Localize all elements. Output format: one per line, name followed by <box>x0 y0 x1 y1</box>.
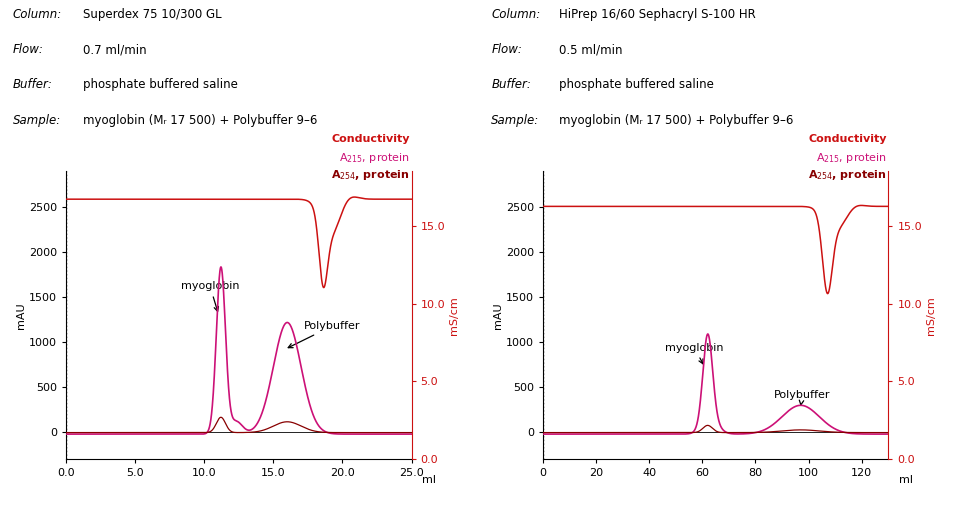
Y-axis label: mAU: mAU <box>493 302 503 329</box>
Text: Column:: Column: <box>491 8 541 21</box>
Text: phosphate buffered saline: phosphate buffered saline <box>83 78 237 91</box>
Text: myoglobin: myoglobin <box>666 343 724 364</box>
Text: 0.5 ml/min: 0.5 ml/min <box>559 43 623 56</box>
Text: myoglobin: myoglobin <box>181 281 239 311</box>
Text: A$_{215}$, protein: A$_{215}$, protein <box>815 151 886 165</box>
Y-axis label: mS/cm: mS/cm <box>926 296 936 335</box>
Text: A$_{254}$, protein: A$_{254}$, protein <box>331 168 410 182</box>
Text: Sample:: Sample: <box>13 114 61 127</box>
Text: Conductivity: Conductivity <box>809 134 886 144</box>
Y-axis label: mS/cm: mS/cm <box>450 296 459 335</box>
Text: Polybuffer: Polybuffer <box>288 321 360 348</box>
Text: phosphate buffered saline: phosphate buffered saline <box>559 78 714 91</box>
Text: Column:: Column: <box>13 8 62 21</box>
Text: Superdex 75 10/300 GL: Superdex 75 10/300 GL <box>83 8 221 21</box>
X-axis label: ml: ml <box>421 475 436 485</box>
Text: 0.7 ml/min: 0.7 ml/min <box>83 43 146 56</box>
Text: A$_{215}$, protein: A$_{215}$, protein <box>339 151 410 165</box>
Text: Flow:: Flow: <box>491 43 523 56</box>
Text: Buffer:: Buffer: <box>491 78 531 91</box>
Text: myoglobin (Mᵣ 17 500) + Polybuffer 9–6: myoglobin (Mᵣ 17 500) + Polybuffer 9–6 <box>83 114 317 127</box>
Text: A$_{254}$, protein: A$_{254}$, protein <box>808 168 886 182</box>
Y-axis label: mAU: mAU <box>17 302 26 329</box>
Text: myoglobin (Mᵣ 17 500) + Polybuffer 9–6: myoglobin (Mᵣ 17 500) + Polybuffer 9–6 <box>559 114 794 127</box>
Text: Conductivity: Conductivity <box>332 134 410 144</box>
X-axis label: ml: ml <box>898 475 913 485</box>
Text: Polybuffer: Polybuffer <box>775 389 831 405</box>
Text: Sample:: Sample: <box>491 114 540 127</box>
Text: Buffer:: Buffer: <box>13 78 53 91</box>
Text: Flow:: Flow: <box>13 43 44 56</box>
Text: HiPrep 16/60 Sephacryl S-100 HR: HiPrep 16/60 Sephacryl S-100 HR <box>559 8 756 21</box>
